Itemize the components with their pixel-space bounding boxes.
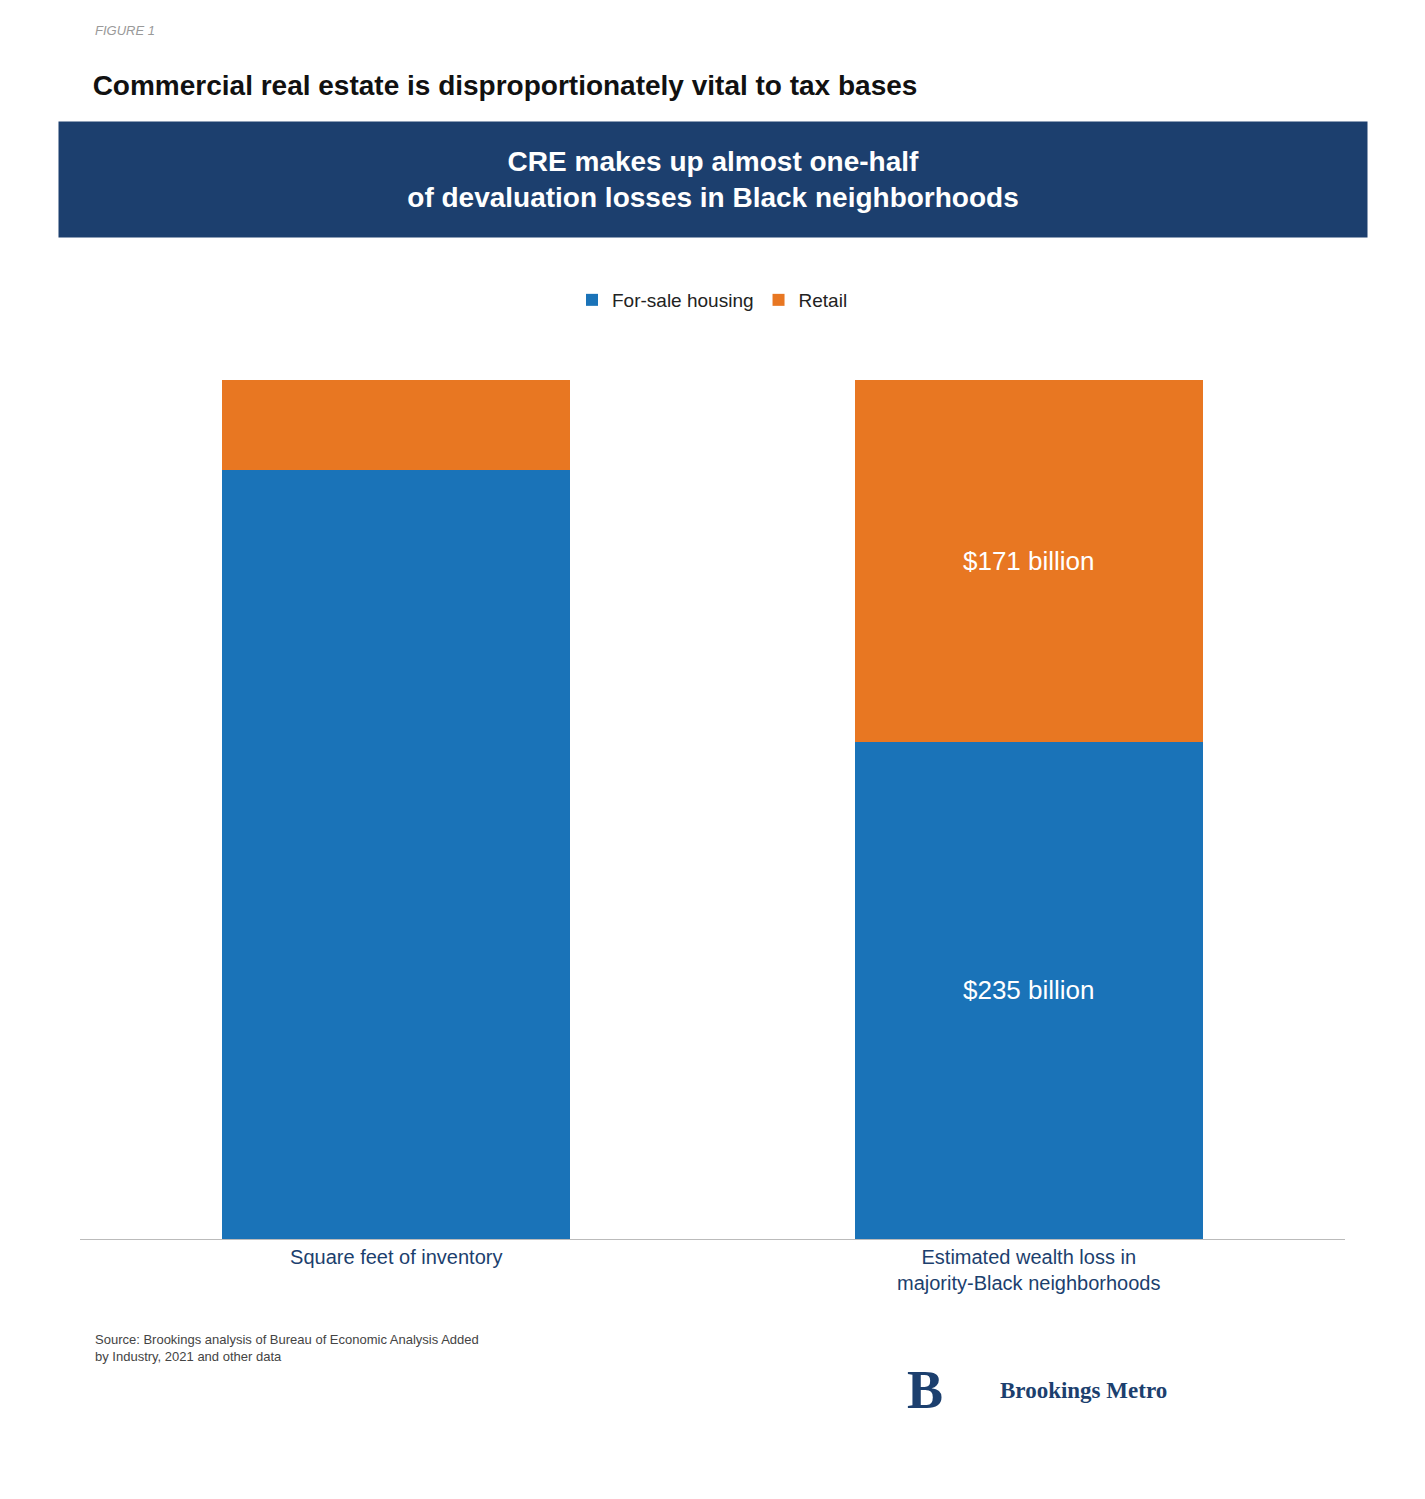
svg-text:Retail: Retail xyxy=(799,290,848,311)
svg-text:$171 billion: $171 billion xyxy=(963,546,1095,576)
svg-text:For-sale housing: For-sale housing xyxy=(612,290,754,311)
svg-text:CRE makes up almost one-halfof: CRE makes up almost one-halfof devaluati… xyxy=(407,146,1018,213)
svg-text:Square feet of inventory: Square feet of inventory xyxy=(290,1246,502,1268)
svg-text:Commercial real estate is disp: Commercial real estate is disproportiona… xyxy=(93,70,918,101)
svg-text:Estimated wealth loss inmajori: Estimated wealth loss inmajority-Black n… xyxy=(897,1246,1160,1294)
svg-text:B: B xyxy=(907,1360,943,1420)
svg-text:Brookings Metro: Brookings Metro xyxy=(1000,1378,1167,1403)
svg-text:FIGURE 1: FIGURE 1 xyxy=(95,23,155,38)
svg-text:Source: Brookings analysis of: Source: Brookings analysis of Bureau of … xyxy=(95,1332,479,1364)
svg-text:$235 billion: $235 billion xyxy=(963,975,1095,1005)
